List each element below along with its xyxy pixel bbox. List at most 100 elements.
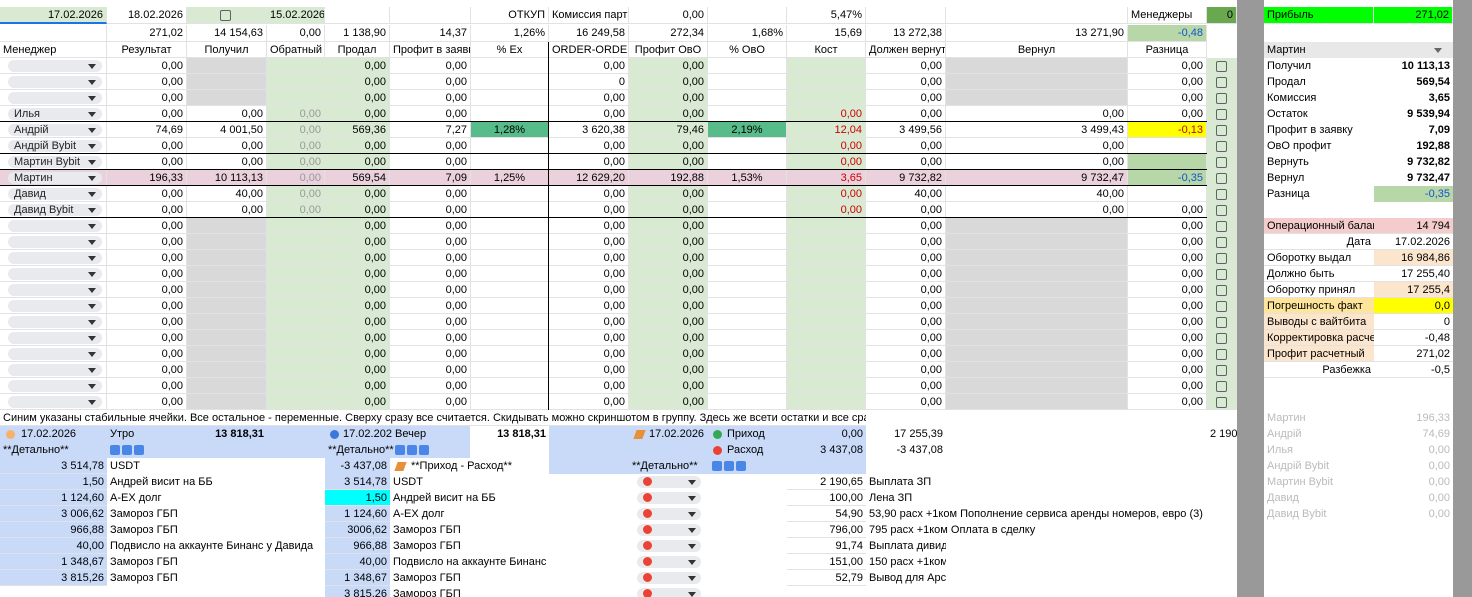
checkbox bbox=[1216, 317, 1227, 328]
cell bbox=[708, 58, 787, 74]
cell: 0,00 bbox=[629, 58, 708, 74]
cell: 0,00 bbox=[390, 266, 471, 282]
cell bbox=[187, 394, 267, 410]
cell: 0,00 bbox=[629, 186, 708, 202]
cell bbox=[187, 7, 267, 24]
cell bbox=[471, 394, 549, 410]
amount: 966,88 bbox=[325, 538, 390, 554]
cell: 0,00 bbox=[549, 298, 629, 314]
cell: 0,00 bbox=[1128, 106, 1207, 122]
cell: 0,00 bbox=[325, 314, 390, 330]
dropdown: Андрій bbox=[8, 124, 102, 136]
cell: 2,19% bbox=[708, 122, 787, 138]
cell: 4 001,50 bbox=[187, 122, 267, 138]
panel-label: Давид bbox=[1267, 492, 1299, 504]
cell: 0,00 bbox=[629, 362, 708, 378]
dropdown bbox=[8, 220, 102, 232]
cell: 0,00 bbox=[549, 330, 629, 346]
cell: 74,69 bbox=[107, 122, 187, 138]
cell bbox=[946, 74, 1128, 90]
arrow-icon bbox=[395, 445, 405, 455]
cell bbox=[1207, 106, 1237, 122]
panel-label: Комиссия bbox=[1267, 92, 1317, 104]
cell bbox=[187, 218, 267, 234]
cell: 0,00 bbox=[1128, 58, 1207, 74]
date: 17.02.2026 bbox=[343, 428, 392, 440]
cell bbox=[787, 282, 866, 298]
cell bbox=[787, 266, 866, 282]
panel-value: 196,33 bbox=[1416, 412, 1450, 424]
cell: 0,00 bbox=[549, 58, 629, 74]
checkbox bbox=[1216, 381, 1227, 392]
cell bbox=[471, 154, 549, 170]
cell bbox=[708, 394, 787, 410]
cell bbox=[1207, 362, 1237, 378]
dropdown-arrow bbox=[88, 64, 96, 69]
checkbox bbox=[1216, 173, 1227, 184]
amount: 3 006,62 bbox=[0, 506, 107, 522]
rule bbox=[0, 153, 1207, 154]
panel-label: Должно быть bbox=[1264, 266, 1374, 282]
panel-label: Разница bbox=[1267, 188, 1310, 200]
cell: 0,00 bbox=[549, 314, 629, 330]
cell: 271,02 bbox=[107, 25, 187, 42]
cell: -0,48 bbox=[1128, 25, 1207, 42]
dropdown-arrow bbox=[88, 144, 96, 149]
header-cell: % Ex bbox=[471, 42, 549, 58]
rule bbox=[548, 42, 549, 410]
dropdown bbox=[8, 332, 102, 344]
dropdown-arrow bbox=[688, 480, 696, 485]
cell: 0,00 bbox=[325, 250, 390, 266]
cell bbox=[787, 394, 866, 410]
cell bbox=[390, 7, 471, 24]
panel-value: 0,00 bbox=[1428, 492, 1450, 504]
cell: 0,00 bbox=[325, 346, 390, 362]
panel-value: 10 113,13 bbox=[1401, 60, 1450, 72]
cell: 0,00 bbox=[1128, 330, 1207, 346]
cell bbox=[471, 218, 549, 234]
cell bbox=[787, 378, 866, 394]
label: Замороз ГБП bbox=[393, 524, 461, 536]
dropdown: Давид bbox=[8, 188, 102, 200]
cell bbox=[708, 250, 787, 266]
checkbox bbox=[1216, 237, 1227, 248]
block bbox=[549, 426, 866, 474]
cell: 0,00 bbox=[1128, 362, 1207, 378]
cell: 0,00 bbox=[549, 266, 629, 282]
icon bbox=[643, 477, 652, 486]
date: 17.02.2026 bbox=[649, 428, 705, 440]
panel-value: 0,00 bbox=[1428, 476, 1450, 488]
cell bbox=[267, 378, 325, 394]
cell: 7,27 bbox=[390, 122, 471, 138]
cell: 0,00 bbox=[325, 154, 390, 170]
header-cell: ORDER-ORDER bbox=[549, 42, 629, 58]
cell: 0,00 bbox=[866, 378, 946, 394]
cell bbox=[708, 378, 787, 394]
panel-label: Вернул bbox=[1267, 172, 1305, 184]
dropdown bbox=[637, 524, 701, 536]
cell: 7,09 bbox=[390, 170, 471, 186]
cell bbox=[1207, 154, 1237, 170]
cell: 0,00 bbox=[549, 346, 629, 362]
panel-value: 17 255,40 bbox=[1374, 266, 1453, 282]
header-cell: Обратный bbox=[267, 42, 325, 58]
rule bbox=[0, 121, 1207, 122]
dropdown bbox=[8, 268, 102, 280]
cell: 0,00 bbox=[325, 218, 390, 234]
cell bbox=[0, 218, 107, 234]
cell: 0,00 bbox=[1128, 74, 1207, 90]
cell: 0,00 bbox=[107, 298, 187, 314]
cell: 272,34 bbox=[629, 25, 708, 42]
panel-value: -0,48 bbox=[1374, 330, 1453, 346]
cell: 0,00 bbox=[549, 154, 629, 170]
cell: 0,00 bbox=[267, 106, 325, 122]
dropdown-arrow bbox=[88, 96, 96, 101]
cell: 0,00 bbox=[390, 250, 471, 266]
cell: 0,00 bbox=[629, 314, 708, 330]
checkbox bbox=[1216, 285, 1227, 296]
cell: 0,00 bbox=[866, 362, 946, 378]
cell: 0,00 bbox=[946, 106, 1128, 122]
cell: 0,00 bbox=[1128, 378, 1207, 394]
checkbox bbox=[1216, 301, 1227, 312]
amount: 3 815,26 bbox=[325, 586, 390, 597]
